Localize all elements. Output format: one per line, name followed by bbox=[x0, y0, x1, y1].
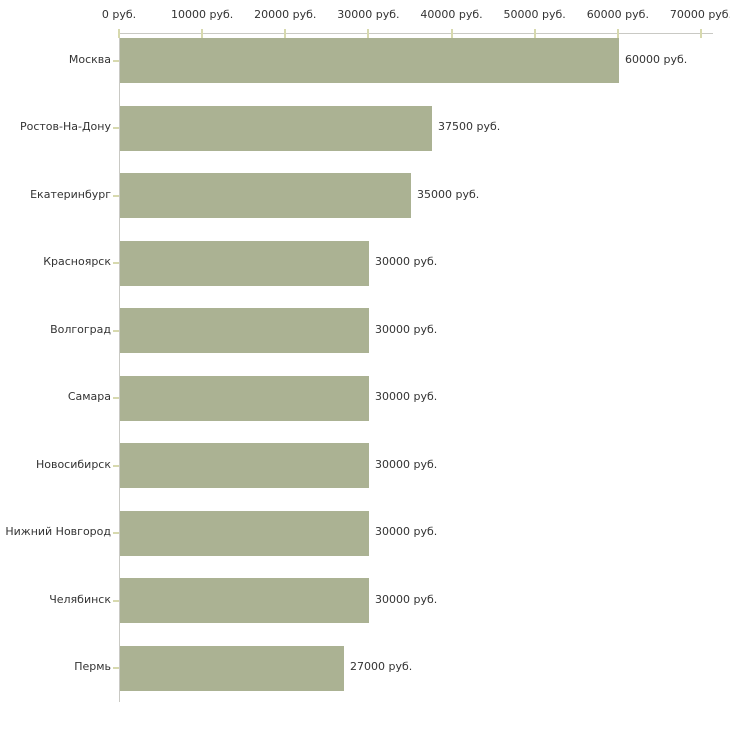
bar bbox=[120, 173, 411, 219]
x-tick-label: 40000 руб. bbox=[420, 8, 483, 21]
bar bbox=[120, 510, 369, 556]
category-label: Самара bbox=[67, 390, 111, 404]
x-axis-line bbox=[119, 33, 713, 34]
y-tick-mark bbox=[113, 397, 119, 400]
bar bbox=[120, 105, 432, 151]
y-tick-mark bbox=[113, 59, 119, 62]
y-tick-mark bbox=[113, 127, 119, 130]
y-tick-mark bbox=[113, 329, 119, 332]
x-tick-label: 10000 руб. bbox=[170, 8, 234, 21]
value-label: 37500 руб. bbox=[438, 120, 501, 134]
category-label: Волгоград bbox=[50, 322, 111, 336]
category-label: Нижний Новгород bbox=[5, 525, 111, 539]
bar bbox=[120, 38, 619, 83]
value-label: 30000 руб. bbox=[375, 322, 438, 336]
bar bbox=[120, 578, 369, 624]
value-label: 27000 руб. bbox=[350, 660, 413, 674]
value-label: 60000 руб. bbox=[625, 52, 688, 66]
x-tick-mark bbox=[367, 29, 370, 38]
y-axis-line bbox=[119, 33, 120, 702]
category-label: Новосибирск bbox=[35, 457, 111, 471]
x-tick-label: 30000 руб. bbox=[337, 8, 400, 21]
category-label: Челябинск bbox=[49, 592, 111, 606]
y-tick-mark bbox=[113, 599, 119, 602]
y-tick-mark bbox=[113, 194, 119, 197]
value-label: 30000 руб. bbox=[375, 255, 438, 269]
x-tick-mark bbox=[118, 29, 120, 38]
bar bbox=[120, 240, 369, 286]
value-label: 30000 руб. bbox=[375, 390, 438, 404]
bar bbox=[120, 308, 369, 354]
x-tick-label: 0 руб. bbox=[101, 8, 137, 21]
x-tick-mark bbox=[616, 29, 619, 38]
y-tick-mark bbox=[113, 667, 119, 670]
x-tick-label: 70000 руб. bbox=[669, 8, 730, 21]
bar bbox=[120, 443, 369, 489]
x-tick-label: 20000 руб. bbox=[254, 8, 317, 21]
value-label: 35000 руб. bbox=[417, 187, 480, 201]
category-label: Екатеринбург bbox=[30, 187, 111, 201]
value-label: 30000 руб. bbox=[375, 457, 438, 471]
bar bbox=[120, 645, 344, 691]
category-label: Ростов-На-Дону bbox=[19, 120, 111, 134]
x-tick-label: 60000 руб. bbox=[586, 8, 649, 21]
y-tick-mark bbox=[113, 262, 119, 265]
x-tick-mark bbox=[450, 29, 453, 38]
x-tick-mark bbox=[533, 29, 536, 38]
y-tick-mark bbox=[113, 464, 119, 467]
x-tick-mark bbox=[699, 29, 702, 38]
y-tick-mark bbox=[113, 532, 119, 535]
category-label: Москва bbox=[68, 52, 111, 66]
bar bbox=[120, 375, 369, 421]
x-tick-mark bbox=[201, 29, 204, 38]
category-label: Красноярск bbox=[43, 255, 111, 269]
value-label: 30000 руб. bbox=[375, 525, 438, 539]
category-label: Пермь bbox=[74, 660, 111, 674]
x-tick-mark bbox=[284, 29, 287, 38]
x-tick-label: 50000 руб. bbox=[503, 8, 566, 21]
value-label: 30000 руб. bbox=[375, 592, 438, 606]
